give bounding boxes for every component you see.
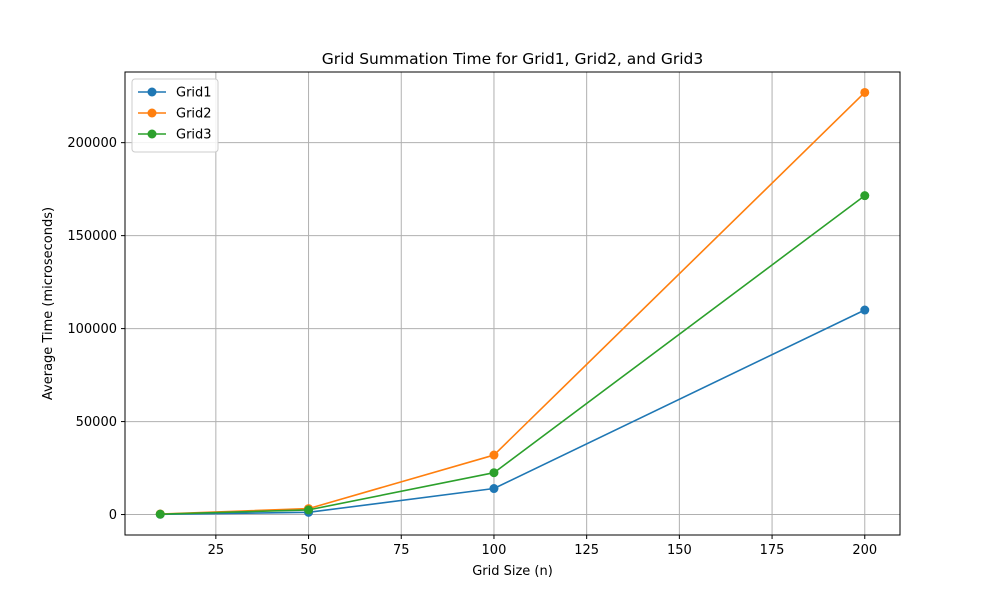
legend: Grid1 Grid2 Grid3 (131, 78, 219, 153)
grid (125, 72, 900, 535)
y-tick-label: 200000 (67, 136, 117, 151)
data-point (489, 468, 499, 478)
data-point (489, 484, 499, 494)
chart-title: Grid Summation Time for Grid1, Grid2, an… (322, 50, 704, 68)
x-tick-label: 175 (760, 543, 785, 558)
legend-item-grid1: Grid1 (138, 86, 212, 101)
legend-item-grid3: Grid3 (138, 128, 212, 143)
data-point (860, 191, 870, 201)
series-line (160, 195, 866, 515)
data-point (304, 505, 314, 515)
data-point (860, 305, 870, 315)
y-tick-label: 0 (109, 508, 117, 523)
y-tick-label: 100000 (67, 322, 117, 337)
axis-ticks: 25 50 75 100 125 150 175 200 0 50000 100000 150000 2… (67, 136, 877, 558)
y-tick-label: 150000 (67, 229, 117, 244)
y-tick-label: 50000 (76, 415, 117, 430)
x-tick-label: 25 (208, 543, 225, 558)
x-tick-label: 50 (300, 543, 317, 558)
legend-label: Grid3 (176, 128, 212, 143)
plot-area-frame (124, 71, 901, 536)
y-axis-label: Average Time (microseconds) (41, 207, 56, 400)
x-tick-label: 150 (667, 543, 692, 558)
legend-item-grid2: Grid2 (138, 107, 212, 122)
legend-label: Grid2 (176, 107, 212, 122)
data-point (860, 87, 870, 97)
x-tick-label: 200 (852, 543, 877, 558)
legend-swatch-marker (147, 129, 157, 139)
legend-label: Grid1 (176, 86, 212, 101)
x-tick-label: 125 (574, 543, 599, 558)
series-layer (155, 87, 870, 519)
x-axis-label: Grid Size (n) (472, 564, 553, 579)
x-tick-label: 75 (393, 543, 410, 558)
series-grid3 (155, 191, 870, 519)
x-tick-label: 100 (482, 543, 507, 558)
legend-swatch-marker (147, 87, 157, 97)
legend-swatch-marker (147, 108, 157, 118)
series-line (160, 309, 866, 516)
data-point (489, 450, 499, 460)
data-point (155, 509, 165, 519)
